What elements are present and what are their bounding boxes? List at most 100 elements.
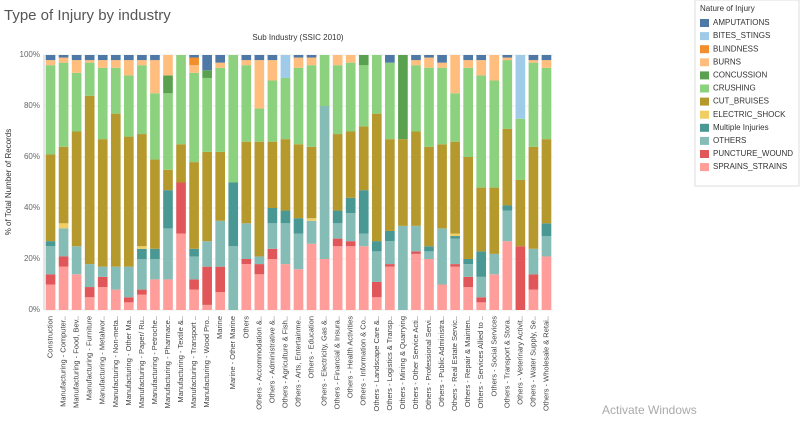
bar-segment xyxy=(228,55,239,183)
bar-segment xyxy=(424,146,434,247)
bar-segment xyxy=(254,274,265,310)
x-tick-label: Others - Electricity, Gas &.. xyxy=(320,316,329,406)
legend-swatch xyxy=(700,163,709,172)
x-tick-label: Others - Logistics & Transp.. xyxy=(385,316,394,411)
y-tick-label: 20% xyxy=(24,254,40,263)
legend-label: BITES_STINGS xyxy=(713,31,770,40)
bar-segment xyxy=(84,62,95,96)
bar-segment xyxy=(45,55,56,61)
bar-segment xyxy=(150,279,160,310)
bar-segment xyxy=(110,60,121,68)
bar-segment xyxy=(358,233,369,247)
bar-segment xyxy=(45,284,56,310)
bar-segment xyxy=(476,276,487,298)
bar-segment xyxy=(241,264,252,310)
bar-segment xyxy=(515,55,526,119)
x-tick-label: Others - Transport & Stora.. xyxy=(502,316,511,408)
x-tick-label: Others - Water Supply, Se.. xyxy=(528,316,537,407)
bar-segment xyxy=(541,139,552,224)
bar-segment xyxy=(202,266,212,305)
bar-segment xyxy=(124,55,134,61)
y-tick-label: 60% xyxy=(24,152,40,161)
y-tick-label: 40% xyxy=(24,203,40,212)
bar-segment xyxy=(424,246,434,252)
x-tick-label: Manufacturing - Non-meta.. xyxy=(111,316,120,407)
bar-segment xyxy=(58,55,69,58)
bar-segment xyxy=(450,141,460,234)
bar-segment xyxy=(280,210,291,224)
bar-segment xyxy=(502,205,513,211)
bar-segment xyxy=(371,281,382,298)
bar-segment xyxy=(189,65,199,73)
bar-segment xyxy=(463,67,473,157)
bar-segment xyxy=(215,62,226,68)
bar-segment xyxy=(267,141,278,208)
legend-swatch xyxy=(700,110,709,119)
bar-segment xyxy=(345,246,356,310)
bar-segment xyxy=(58,57,69,63)
bar-segment xyxy=(385,55,395,63)
bar-segment xyxy=(280,77,291,140)
bar-segment xyxy=(345,62,356,132)
bar-segment xyxy=(293,233,304,270)
bar-segment xyxy=(150,55,160,61)
x-tick-label: Manufacturing - Other Ma.. xyxy=(124,316,133,406)
bar-segment xyxy=(541,55,552,61)
bar-segment xyxy=(411,225,421,252)
bar-segment xyxy=(215,151,226,221)
bar-segment xyxy=(97,266,108,277)
bar-segment xyxy=(97,139,108,267)
bar-segment xyxy=(319,106,330,259)
bar-segment xyxy=(306,65,317,147)
bar-segment xyxy=(385,266,395,310)
bar-segment xyxy=(84,297,95,310)
bar-segment xyxy=(293,144,304,219)
bar-segment xyxy=(241,55,252,61)
bar-segment xyxy=(150,259,160,280)
bar-segment xyxy=(71,131,82,247)
bar-segment xyxy=(450,236,460,239)
bar-segment xyxy=(345,241,356,247)
bar-segment xyxy=(202,151,212,242)
bar-segment xyxy=(71,72,82,132)
bar-segment xyxy=(424,57,434,68)
bar-segment xyxy=(371,55,382,114)
x-tick-label: Others - Social Services xyxy=(489,316,498,397)
bar-segment xyxy=(150,159,160,249)
bar-segment xyxy=(358,126,369,191)
x-tick-label: Manufacturing - Textile &.. xyxy=(176,316,185,403)
bar-segment xyxy=(371,251,382,282)
bar-segment xyxy=(241,223,252,259)
bar-segment xyxy=(502,57,513,61)
bar-segment xyxy=(228,182,239,247)
legend-label: CRUSHING xyxy=(713,84,756,93)
x-tick-label: Manufacturing - Transport .. xyxy=(189,316,198,408)
bar-segment xyxy=(110,113,121,267)
bar-segment xyxy=(202,55,212,71)
bar-segment xyxy=(137,55,147,61)
bar-segment xyxy=(476,297,487,303)
x-tick-label: Others - Professional Servi.. xyxy=(424,316,433,410)
bar-segment xyxy=(371,241,382,252)
y-tick-label: 0% xyxy=(28,305,40,314)
legend-title: Nature of Injury xyxy=(700,4,755,13)
bar-segment xyxy=(71,60,82,73)
bar-segment xyxy=(189,289,199,310)
bar-segment xyxy=(332,246,343,310)
bar-segment xyxy=(124,60,134,76)
bar-segment xyxy=(202,70,212,78)
bar-segment xyxy=(411,65,421,132)
bar-segment xyxy=(489,253,500,275)
bar-segment xyxy=(71,246,82,275)
bar-segment xyxy=(45,154,56,242)
bar-segment xyxy=(476,302,487,310)
bar-segment xyxy=(84,95,95,265)
bar-segment xyxy=(489,80,500,188)
bar-segment xyxy=(411,131,421,226)
bar-segment xyxy=(332,238,343,247)
y-tick-label: 80% xyxy=(24,101,40,110)
bar-segment xyxy=(332,65,343,135)
bar-segment xyxy=(371,113,382,242)
bar-segment xyxy=(463,55,473,61)
